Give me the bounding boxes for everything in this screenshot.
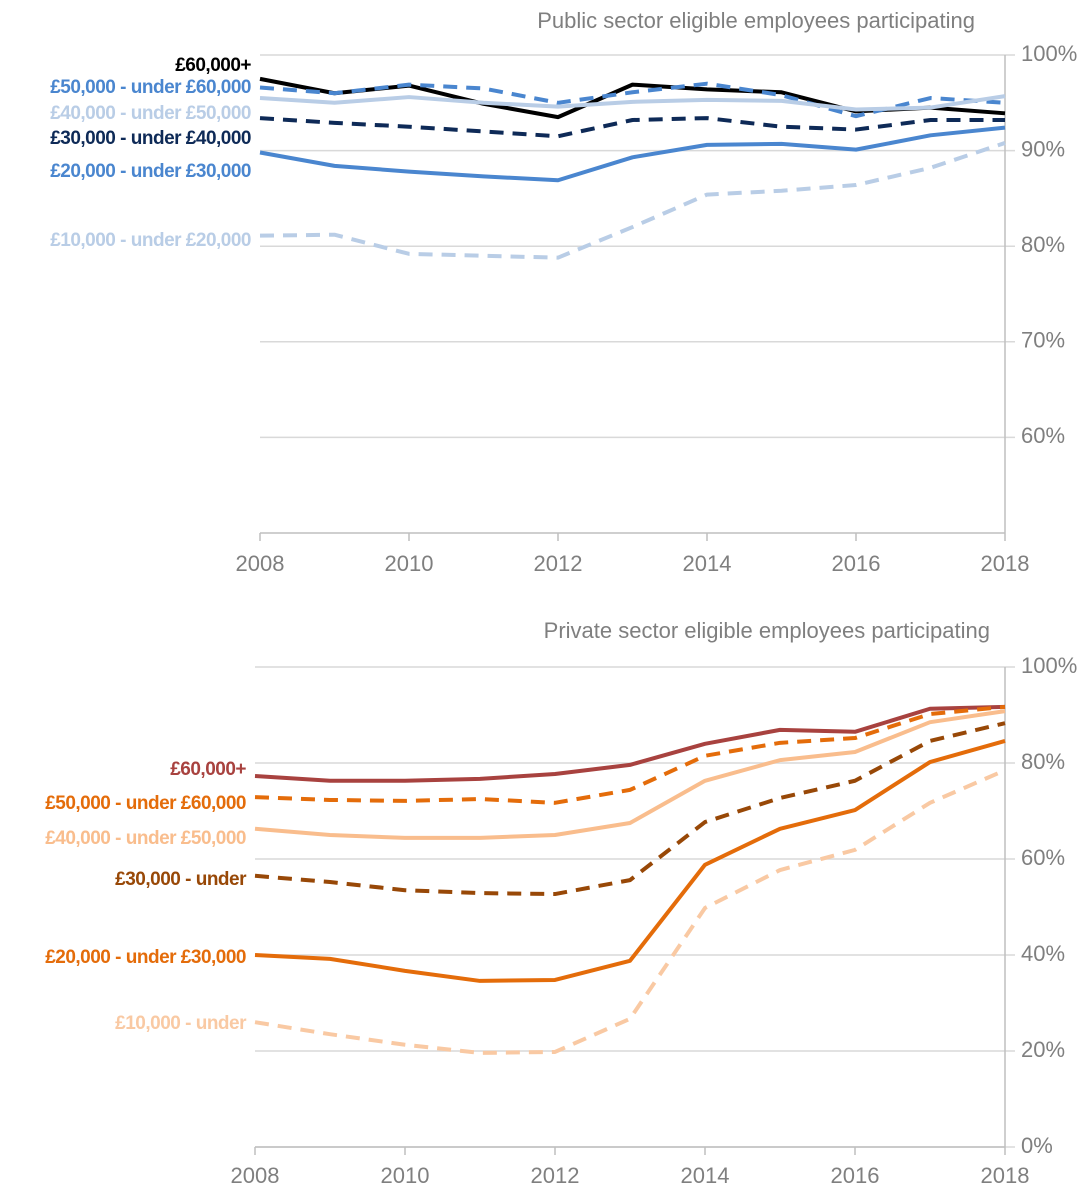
y-tick-label: 60% <box>1021 845 1065 870</box>
y-tick-label: 70% <box>1021 328 1065 353</box>
x-tick-label: 2018 <box>981 1163 1030 1188</box>
legend-label: £10,000 - under <box>115 1013 247 1034</box>
legend-label: £20,000 - under £30,000 <box>50 161 251 182</box>
x-tick-label: 2010 <box>381 1163 430 1188</box>
x-tick-label: 2018 <box>981 551 1030 576</box>
legend-label: £30,000 - under <box>115 869 247 890</box>
legend-label: £60,000+ <box>170 759 246 780</box>
x-tick-label: 2016 <box>832 551 881 576</box>
y-tick-label: 20% <box>1021 1037 1065 1062</box>
x-tick-label: 2010 <box>385 551 434 576</box>
x-tick-label: 2014 <box>681 1163 730 1188</box>
x-tick-label: 2012 <box>534 551 583 576</box>
series-line <box>254 704 1006 783</box>
y-tick-label: 90% <box>1021 136 1065 161</box>
series-line <box>254 721 1006 897</box>
series-line <box>254 709 1006 840</box>
y-tick-label: 100% <box>1021 653 1077 678</box>
series-line <box>259 116 1005 139</box>
y-tick-label: 80% <box>1021 232 1065 257</box>
x-tick-label: 2016 <box>831 1163 880 1188</box>
series-line <box>259 141 1006 260</box>
legend-label: £50,000 - under £60,000 <box>45 793 246 814</box>
y-tick-label: 100% <box>1021 41 1077 66</box>
series-line <box>259 125 1006 183</box>
y-tick-label: 40% <box>1021 941 1065 966</box>
chart-title: Public sector eligible employees partici… <box>537 8 975 33</box>
legend-label: £10,000 - under £20,000 <box>50 230 251 251</box>
x-tick-label: 2008 <box>236 551 285 576</box>
x-tick-label: 2008 <box>231 1163 280 1188</box>
legend-label: £50,000 - under £60,000 <box>50 77 251 98</box>
legend-label: £40,000 - under £50,000 <box>50 103 251 124</box>
y-tick-label: 0% <box>1021 1133 1053 1158</box>
legend-label: £20,000 - under £30,000 <box>45 947 246 968</box>
y-tick-label: 80% <box>1021 749 1065 774</box>
x-tick-label: 2012 <box>531 1163 580 1188</box>
series-line <box>254 738 1006 983</box>
legend-label: £40,000 - under £50,000 <box>45 828 246 849</box>
x-tick-label: 2014 <box>683 551 732 576</box>
legend-label: £30,000 - under £40,000 <box>50 128 251 149</box>
series-line <box>254 768 1006 1055</box>
y-tick-label: 60% <box>1021 423 1065 448</box>
legend-label: £60,000+ <box>175 55 251 76</box>
chart-title: Private sector eligible employees partic… <box>544 618 990 643</box>
series-line <box>254 704 1006 805</box>
series-line <box>259 94 1006 112</box>
